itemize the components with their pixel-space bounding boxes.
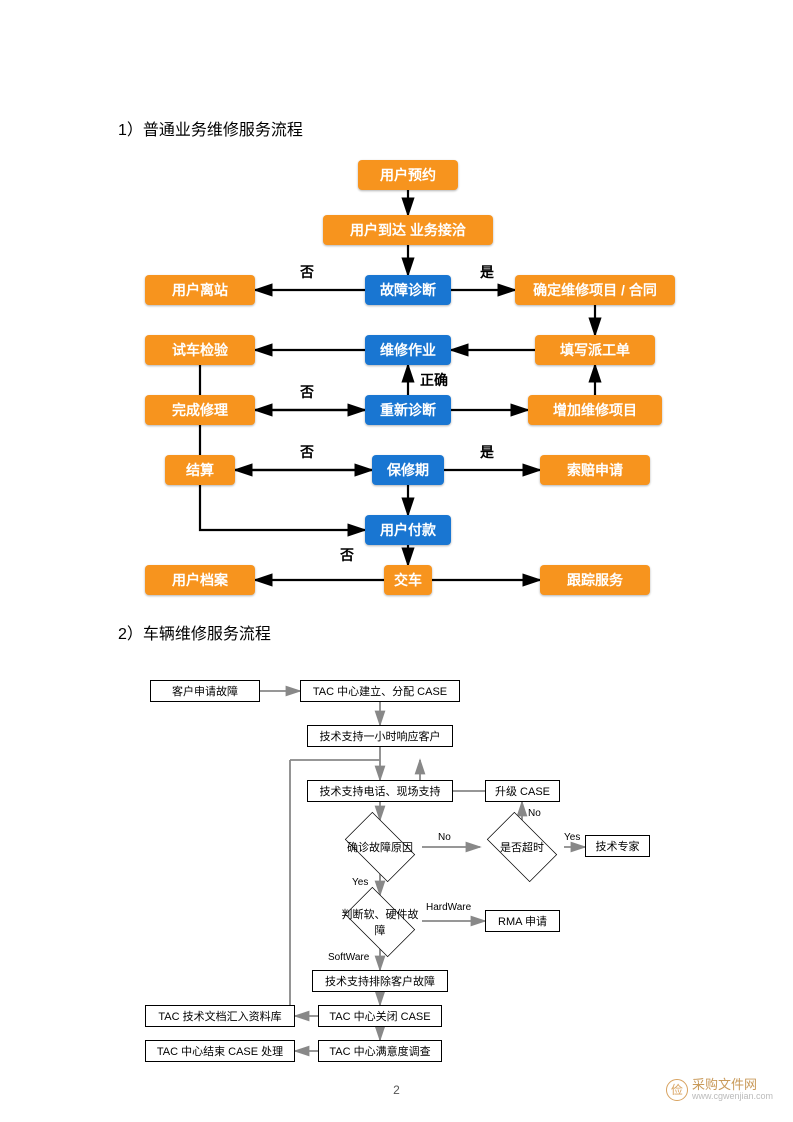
fc2-node-m5: 确诊故障原因 (338, 820, 422, 874)
fc1-node-n10: 完成修理 (145, 395, 255, 425)
fc2-node-m2: TAC 中心建立、分配 CASE (300, 680, 460, 702)
fc2-edge-label-11: Yes (352, 877, 368, 888)
fc2-node-m13: TAC 技术文档汇入资料库 (145, 1005, 295, 1027)
fc2-node-m8: 技术专家 (585, 835, 650, 857)
fc1-node-n18: 跟踪服务 (540, 565, 650, 595)
fc1-edge-label-14: 是 (480, 442, 494, 462)
fc1-node-n7: 试车检验 (145, 335, 255, 365)
fc2-node-m9: 判断软、硬件故障 (338, 895, 422, 949)
fc2-node-m14: TAC 中心满意度调查 (318, 1040, 442, 1062)
section-heading-2: 2）车辆维修服务流程 (118, 620, 271, 644)
fc2-edge-label-10: Yes (564, 832, 580, 843)
fc1-node-n1: 用户预约 (358, 160, 458, 190)
fc1-edge-label-8: 正确 (420, 370, 448, 390)
fc1-edge-label-13: 否 (300, 442, 314, 462)
fc1-node-n3: 故障诊断 (365, 275, 451, 305)
fc1-node-n12: 保修期 (372, 455, 444, 485)
fc1-node-n6: 维修作业 (365, 335, 451, 365)
fc2-node-m1: 客户申请故障 (150, 680, 260, 702)
fc2-node-m10: RMA 申请 (485, 910, 560, 932)
diamond-shape (345, 887, 415, 957)
fc1-node-n16: 交车 (384, 565, 432, 595)
fc1-edge-label-9: 否 (300, 382, 314, 402)
fc1-node-n17: 用户档案 (145, 565, 255, 595)
flowchart-general-service: 用户预约用户到达 业务接洽故障诊断 用户离站 确定维修项目 / 合同维修作业 试车检验… (140, 160, 680, 630)
watermark-logo-icon: 俭 (666, 1079, 688, 1101)
fc1-node-n5: 确定维修项目 / 合同 (515, 275, 675, 305)
document-page: 1）普通业务维修服务流程 用户预约用户到达 业务接洽故障诊断 用户离站 确定维修项目… (0, 0, 793, 1122)
fc2-edge-label-6: No (438, 832, 451, 843)
fc2-node-m7: 升级 CASE (485, 780, 560, 802)
watermark-url: www.cgwenjian.com (692, 1092, 773, 1102)
fc1-edge-16 (200, 485, 365, 530)
flowchart-vehicle-service: 客户申请故障 TAC 中心建立、分配 CASE 技术支持一小时响应客户技术支持电话、… (140, 680, 680, 1080)
watermark: 俭 采购文件网 www.cgwenjian.com (666, 1078, 773, 1102)
fc1-node-n8: 填写派工单 (535, 335, 655, 365)
fc1-edge-label-3: 是 (480, 262, 494, 282)
watermark-text: 采购文件网 (692, 1078, 773, 1092)
fc1-node-n14: 索赔申请 (540, 455, 650, 485)
fc2-node-m15: TAC 中心结束 CASE 处理 (145, 1040, 295, 1062)
fc2-edge-label-12: HardWare (426, 902, 471, 913)
fc1-node-n11: 增加维修项目 (528, 395, 662, 425)
fc1-edge-label-17: 否 (340, 545, 354, 565)
fc2-node-m3: 技术支持一小时响应客户 (307, 725, 453, 747)
diamond-shape (487, 812, 557, 882)
fc2-edge-label-13: SoftWare (328, 952, 369, 963)
fc2-node-m6: 是否超时 (480, 820, 564, 874)
fc1-node-n4: 用户离站 (145, 275, 255, 305)
diamond-shape (345, 812, 415, 882)
fc2-node-m4: 技术支持电话、现场支持 (307, 780, 453, 802)
fc1-node-n13: 结算 (165, 455, 235, 485)
fc2-node-m11: 技术支持排除客户故障 (312, 970, 448, 992)
fc2-edge-label-7: No (528, 808, 541, 819)
fc2-node-m12: TAC 中心关闭 CASE (318, 1005, 442, 1027)
fc1-edge-label-2: 否 (300, 262, 314, 282)
fc1-node-n2: 用户到达 业务接洽 (323, 215, 493, 245)
fc1-node-n15: 用户付款 (365, 515, 451, 545)
fc1-node-n9: 重新诊断 (365, 395, 451, 425)
section-heading-1: 1）普通业务维修服务流程 (118, 116, 303, 140)
